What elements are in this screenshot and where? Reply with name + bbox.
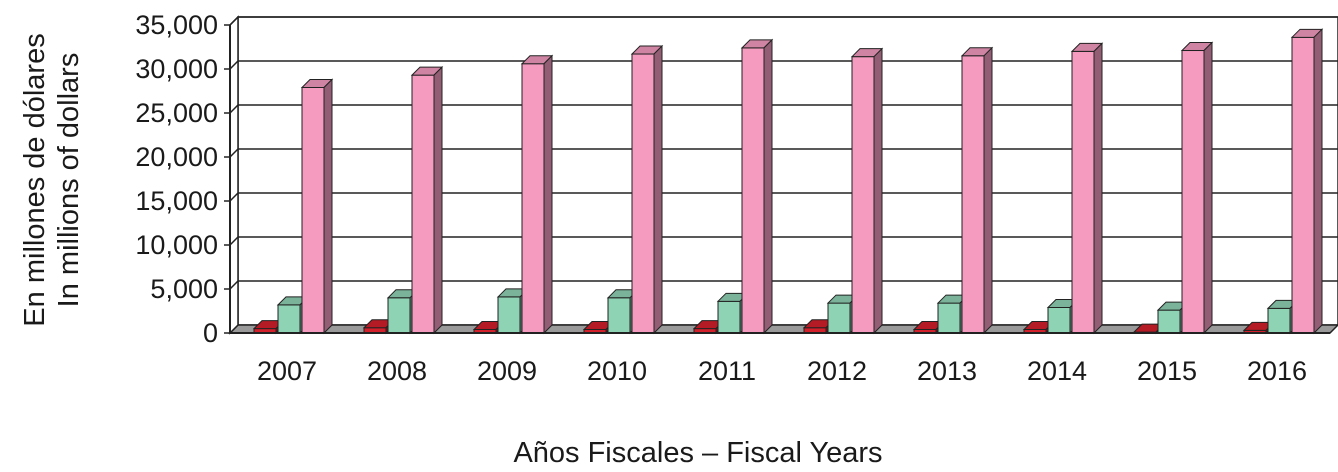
x-tick-label: 2007: [257, 356, 317, 386]
bar: [850, 47, 884, 335]
bar-front: [1071, 50, 1095, 334]
x-tick-label: 2015: [1137, 356, 1197, 386]
x-tick-labels: 2007 2008 2009 2010 2011 2012 2013 2014 2015 2016: [257, 356, 1307, 386]
bar-side: [983, 46, 993, 335]
x-tick-label: 2013: [917, 356, 977, 386]
bar: [410, 65, 444, 335]
bar: [1070, 42, 1104, 335]
bar-front: [277, 304, 301, 334]
gridline: [229, 16, 1338, 26]
x-tick-label: 2010: [587, 356, 647, 386]
bar-front: [827, 302, 851, 334]
bar: [520, 54, 554, 335]
bar-front: [301, 86, 325, 334]
bar-front: [961, 55, 985, 334]
bar: [740, 38, 774, 335]
y-tick-label: 35,000: [135, 10, 218, 40]
bar-front: [631, 53, 655, 334]
bar: [630, 44, 664, 335]
grid-layer: [224, 15, 1338, 335]
bars-layer: [230, 28, 1330, 335]
bar-front: [387, 297, 411, 334]
y-axis-title-line-2: In millions of dollars: [53, 53, 85, 308]
x-axis-title: Años Fiscales – Fiscal Years: [513, 437, 882, 469]
bar-front: [497, 296, 521, 334]
y-axis-title-line-1: En millones de dólares: [19, 33, 51, 326]
bar-front: [1181, 50, 1205, 334]
y-tick-label: 30,000: [135, 54, 218, 84]
bar-side: [433, 65, 443, 335]
bar-front: [1047, 306, 1071, 334]
y-tick-labels: 0 5,000 10,000 15,000 20,000 25,000 30,000 35,0…: [135, 10, 218, 348]
x-tick-label: 2009: [477, 356, 537, 386]
x-tick-label: 2012: [807, 356, 867, 386]
y-tick-label: 5,000: [150, 274, 218, 304]
bar-front: [1267, 307, 1291, 334]
y-tick-label: 0: [203, 318, 218, 348]
bar-side: [323, 78, 333, 335]
bar-front: [607, 297, 631, 334]
bar: [1180, 41, 1214, 335]
x-tick-label: 2016: [1247, 356, 1307, 386]
bar: [960, 46, 994, 335]
bar-front: [1291, 36, 1315, 334]
bar-front: [521, 63, 545, 334]
y-tick-label: 10,000: [135, 230, 218, 260]
bar: [300, 78, 334, 335]
bar-side: [873, 47, 883, 335]
back-wall: [237, 16, 1338, 326]
x-tick-label: 2008: [367, 356, 427, 386]
bar-side: [1203, 41, 1213, 335]
bar-front: [851, 56, 875, 334]
bar-side: [1093, 42, 1103, 335]
x-tick-label: 2011: [698, 356, 756, 386]
y-tick-label: 20,000: [135, 142, 218, 172]
y-tick-label: 15,000: [135, 186, 218, 216]
bar-side: [653, 44, 663, 335]
bar-front: [937, 302, 961, 334]
bar-front: [741, 47, 765, 334]
x-tick-label: 2014: [1027, 356, 1087, 386]
y-tick-label: 25,000: [135, 98, 218, 128]
bar: [1290, 28, 1324, 335]
bar-front: [1157, 309, 1181, 334]
bar-side: [763, 38, 773, 335]
bar-side: [543, 54, 553, 335]
bar-front: [411, 74, 435, 334]
bar-side: [1313, 28, 1323, 335]
bar-front: [717, 300, 741, 334]
